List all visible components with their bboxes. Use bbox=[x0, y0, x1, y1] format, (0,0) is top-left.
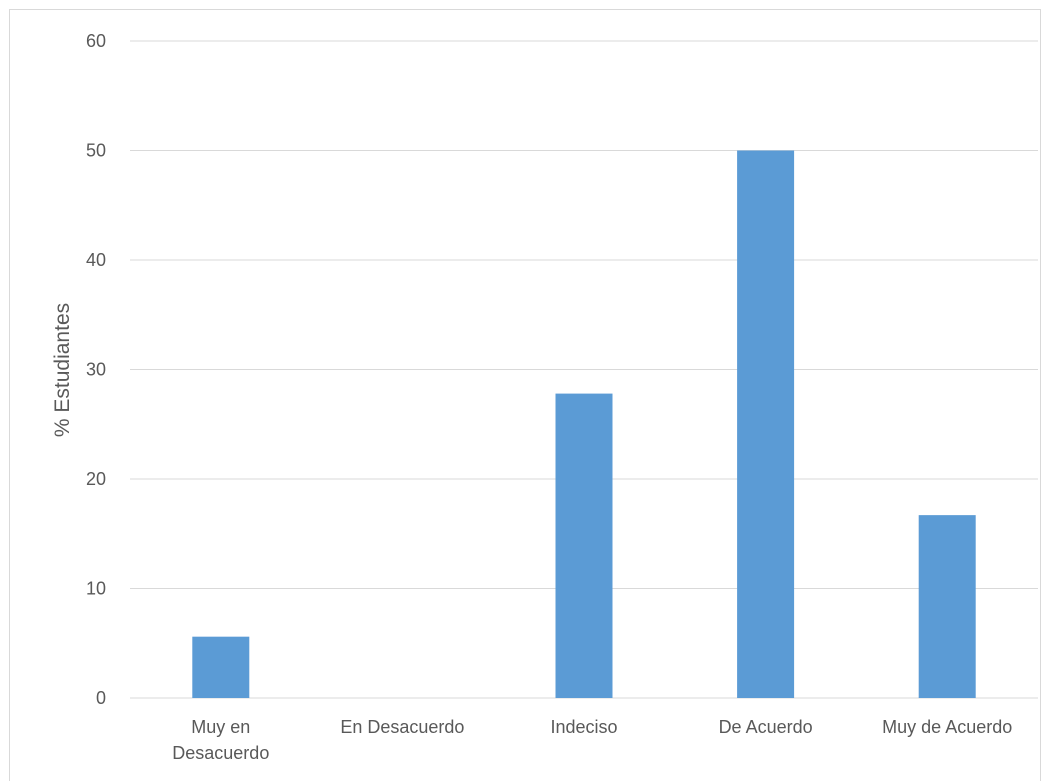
x-tick-label-line: En Desacuerdo bbox=[340, 717, 464, 737]
y-tick-labels: 0 10 20 30 40 50 60 bbox=[86, 31, 106, 708]
x-tick-label-line: De Acuerdo bbox=[719, 717, 813, 737]
y-tick-label: 30 bbox=[86, 360, 106, 380]
chart-frame bbox=[9, 9, 1041, 781]
bar-3 bbox=[737, 150, 795, 698]
x-tick-label-line: Desacuerdo bbox=[172, 743, 269, 763]
y-tick-label: 60 bbox=[86, 31, 106, 51]
y-tick-label: 40 bbox=[86, 250, 106, 270]
y-tick-label: 50 bbox=[86, 141, 106, 161]
x-tick-label-line: Muy de Acuerdo bbox=[882, 717, 1012, 737]
x-tick-label: Indeciso bbox=[550, 717, 617, 737]
bar-2 bbox=[555, 393, 613, 698]
bars bbox=[192, 150, 976, 698]
y-axis-title: % Estudiantes bbox=[51, 303, 74, 437]
x-tick-label: En Desacuerdo bbox=[340, 717, 464, 737]
y-tick-label: 0 bbox=[96, 688, 106, 708]
bar-0 bbox=[192, 636, 250, 698]
y-tick-label: 10 bbox=[86, 579, 106, 599]
x-tick-label: Muy en Desacuerdo bbox=[172, 717, 269, 763]
bar-4 bbox=[918, 515, 976, 698]
x-tick-labels: Muy en Desacuerdo En Desacuerdo Indeciso De … bbox=[172, 717, 1012, 763]
y-tick-label: 20 bbox=[86, 469, 106, 489]
x-tick-label-line: Muy en bbox=[191, 717, 250, 737]
x-tick-label-line: Indeciso bbox=[550, 717, 617, 737]
x-tick-label: De Acuerdo bbox=[719, 717, 813, 737]
x-tick-label: Muy de Acuerdo bbox=[882, 717, 1012, 737]
